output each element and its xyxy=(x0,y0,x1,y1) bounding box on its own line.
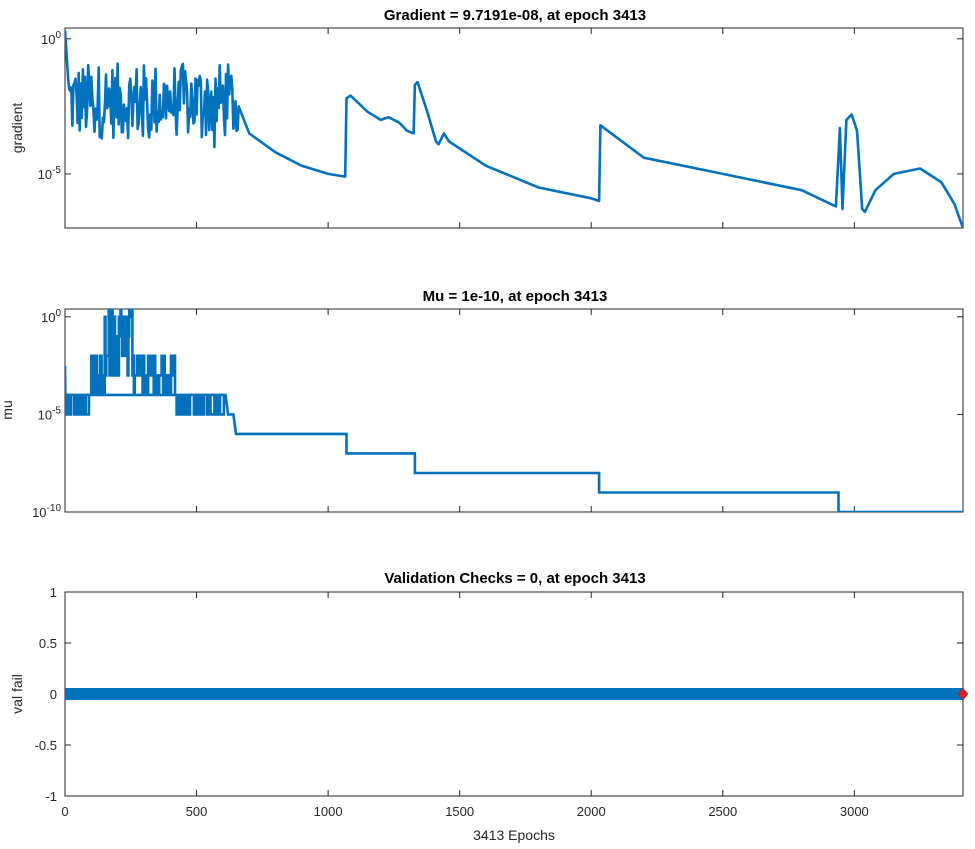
y-tick-label: 100 xyxy=(41,30,61,47)
gradient-x-ticks xyxy=(64,28,855,228)
x-tick-label: 3000 xyxy=(840,804,869,819)
valfail-plot-area xyxy=(65,687,969,701)
valfail-panel: Validation Checks = 0, at epoch 3413 0 50… xyxy=(9,570,969,819)
series-group xyxy=(65,30,963,228)
x-tick-label: 1000 xyxy=(314,804,343,819)
y-tick-label: 0 xyxy=(50,687,57,702)
gradient-ylabel: gradient xyxy=(9,103,25,154)
mu-y-ticks: 100 10-5 10-10 xyxy=(32,308,963,520)
x-tick-label: 2500 xyxy=(708,804,737,819)
x-tick-label: 1500 xyxy=(445,804,474,819)
y-tick-label: 10-5 xyxy=(38,165,62,182)
y-tick-label: -0.5 xyxy=(35,738,57,753)
gradient-plot-area xyxy=(65,30,963,228)
mu-plot-area xyxy=(65,309,963,512)
y-tick-label: -1 xyxy=(45,789,57,804)
mu-panel: Mu = 1e-10, at epoch 3413 100 10-5 10-10 m… xyxy=(0,288,964,520)
series-group xyxy=(65,309,963,512)
valfail-title: Validation Checks = 0, at epoch 3413 xyxy=(384,570,645,587)
gradient-title: Gradient = 9.7191e-08, at epoch 3413 xyxy=(384,7,646,24)
y-tick-label: 1 xyxy=(50,585,57,600)
gradient-axes xyxy=(64,27,964,229)
x-tick-label: 2000 xyxy=(577,804,606,819)
valfail-x-ticks: 0 500 1000 1500 2000 2500 3000 xyxy=(61,592,869,819)
x-tick-label: 0 xyxy=(61,804,68,819)
valfail-y-ticks: 1 0.5 0 -0.5 -1 xyxy=(35,585,963,804)
valfail-ylabel: val fail xyxy=(9,674,25,714)
mu-line xyxy=(65,309,963,512)
y-tick-label: 10-5 xyxy=(38,405,62,422)
valfail-final-marker xyxy=(957,687,969,701)
x-tick-label: 500 xyxy=(186,804,208,819)
mu-x-ticks xyxy=(64,309,855,512)
gradient-y-ticks: 100 10-5 xyxy=(38,30,963,182)
x-axis-label: 3413 Epochs xyxy=(473,827,555,843)
y-tick-label: 0.5 xyxy=(39,636,57,651)
y-tick-label: 100 xyxy=(41,308,61,325)
mu-title: Mu = 1e-10, at epoch 3413 xyxy=(423,288,608,305)
y-tick-label: 10-10 xyxy=(32,503,61,520)
mu-ylabel: mu xyxy=(0,400,15,419)
gradient-line xyxy=(65,30,963,228)
gradient-panel: Gradient = 9.7191e-08, at epoch 3413 100… xyxy=(9,7,964,229)
